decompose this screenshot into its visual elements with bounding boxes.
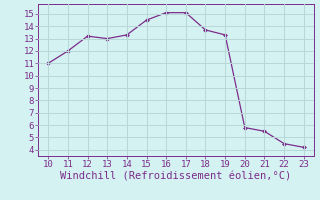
X-axis label: Windchill (Refroidissement éolien,°C): Windchill (Refroidissement éolien,°C)	[60, 172, 292, 182]
